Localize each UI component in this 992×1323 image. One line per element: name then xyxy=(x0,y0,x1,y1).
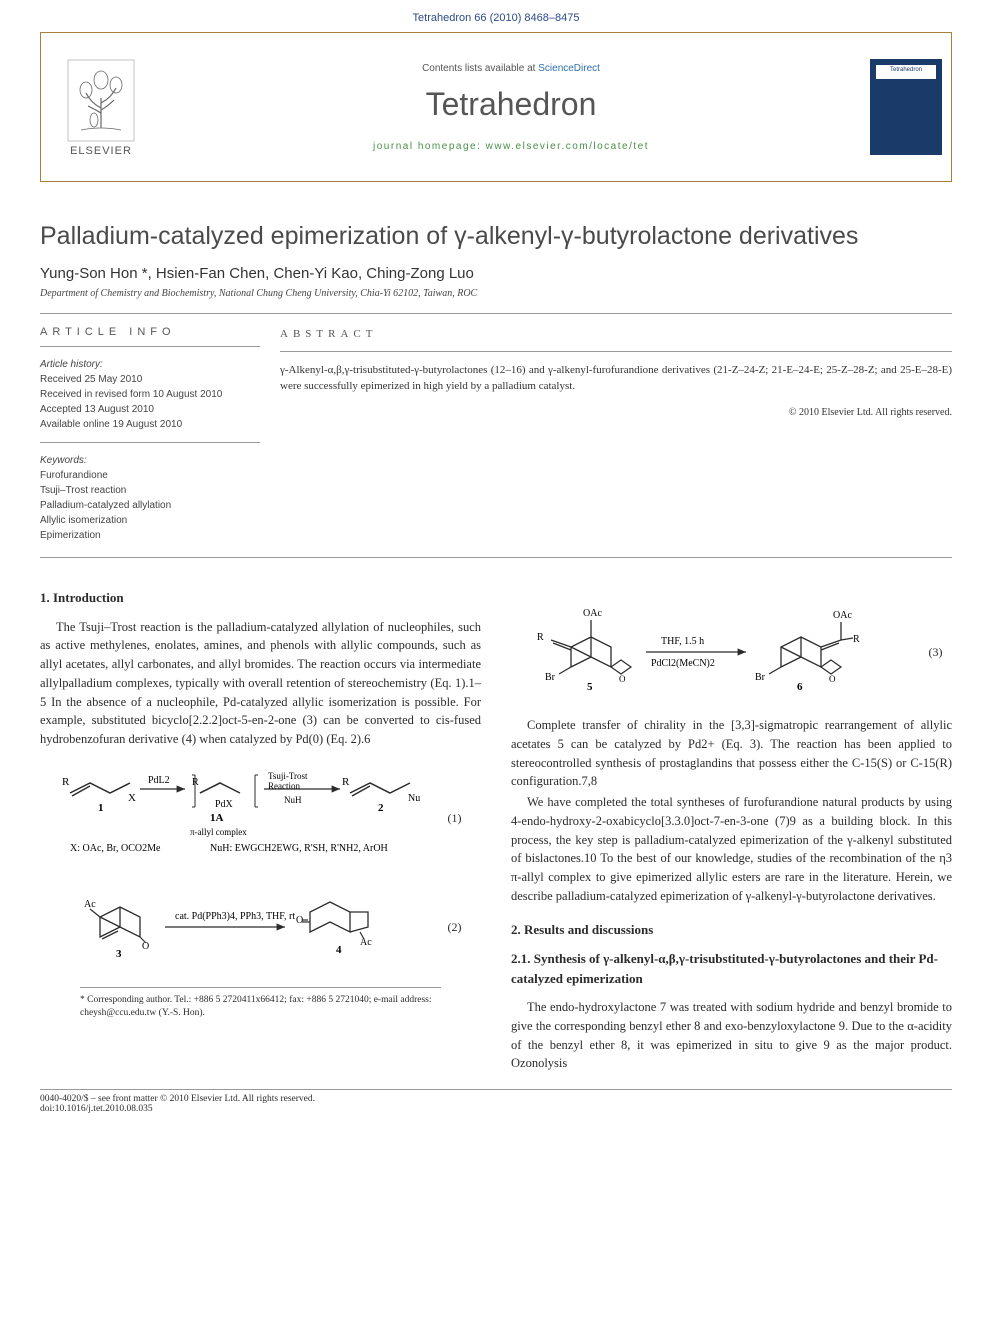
label-Ac: Ac xyxy=(84,899,96,910)
label-6: 6 xyxy=(797,681,803,693)
cover-title: Tetrahedron xyxy=(870,67,942,73)
date-revised: Received in revised form 10 August 2010 xyxy=(40,387,260,402)
svg-text:NuH: NuH xyxy=(284,795,302,805)
svg-text:PdX: PdX xyxy=(215,799,234,810)
date-received: Received 25 May 2010 xyxy=(40,372,260,387)
label-R: R xyxy=(537,632,544,643)
svg-text:R: R xyxy=(192,777,199,788)
label-OAc: OAc xyxy=(583,608,602,619)
col2-para1: Complete transfer of chirality in the [3… xyxy=(511,716,952,791)
label-cond-bot: PdCl2(MeCN)2 xyxy=(651,658,715,669)
issn-text: 0040-4020/$ – see front matter © 2010 El… xyxy=(40,1094,952,1104)
homepage-url[interactable]: www.elsevier.com/locate/tet xyxy=(486,141,649,152)
label-R: R xyxy=(62,776,70,788)
keyword: Furofurandione xyxy=(40,468,260,483)
svg-text:Reaction: Reaction xyxy=(268,781,300,791)
paper-title: Palladium-catalyzed epimerization of γ-a… xyxy=(40,222,952,251)
column-left: 1. Introduction The Tsuji–Trost reaction… xyxy=(40,588,481,1075)
footer-issn: 0040-4020/$ – see front matter © 2010 El… xyxy=(40,1089,952,1114)
journal-header: ELSEVIER Contents lists available at Sci… xyxy=(40,32,952,182)
date-accepted: Accepted 13 August 2010 xyxy=(40,402,260,417)
eq2-number: (2) xyxy=(448,918,462,936)
article-info: ARTICLE INFO Article history: Received 2… xyxy=(40,314,280,543)
label-NuH: NuH: EWGCH2EWG, R'SH, R'NH2, ArOH xyxy=(210,843,388,854)
label-2: 2 xyxy=(378,802,384,814)
label-1: 1 xyxy=(98,802,104,814)
top-citation: Tetrahedron 66 (2010) 8468–8475 xyxy=(0,0,992,32)
keyword: Palladium-catalyzed allylation xyxy=(40,498,260,513)
sciencedirect-link[interactable]: ScienceDirect xyxy=(538,63,600,74)
keywords-label: Keywords: xyxy=(40,453,260,468)
scheme-eq1: R X 1 PdL2 R PdX 1A π-allyl complex Tsuj… xyxy=(40,763,481,873)
col2-para2: We have completed the total syntheses of… xyxy=(511,793,952,906)
section-results-heading: 2. Results and discussions xyxy=(511,920,952,940)
svg-text:X: X xyxy=(128,792,136,804)
svg-text:Tsuji-Trost: Tsuji-Trost xyxy=(268,771,308,781)
history-label: Article history: xyxy=(40,357,260,372)
label-4: 4 xyxy=(336,944,342,956)
eq3-svg: OAc R Br O 5 THF, 1.5 h PdCl2(MeCN)2 xyxy=(521,602,921,702)
abstract-copyright: © 2010 Elsevier Ltd. All rights reserved… xyxy=(280,405,952,420)
svg-text:O: O xyxy=(619,674,626,684)
keyword: Epimerization xyxy=(40,528,260,543)
elsevier-tree-icon xyxy=(66,58,136,143)
homepage-line: journal homepage: www.elsevier.com/locat… xyxy=(373,141,649,152)
keyword: Allylic isomerization xyxy=(40,513,260,528)
svg-text:OAc: OAc xyxy=(833,610,852,621)
doi-text: doi:10.1016/j.tet.2010.08.035 xyxy=(40,1104,952,1114)
authors: Yung-Son Hon *, Hsien-Fan Chen, Chen-Yi … xyxy=(40,265,952,282)
body-columns: 1. Introduction The Tsuji–Trost reaction… xyxy=(40,588,952,1075)
journal-cover: Tetrahedron xyxy=(861,33,951,181)
publisher-name: ELSEVIER xyxy=(70,145,132,157)
label-5: 5 xyxy=(587,681,593,693)
svg-text:Ac: Ac xyxy=(360,937,372,948)
scheme-eq3: OAc R Br O 5 THF, 1.5 h PdCl2(MeCN)2 xyxy=(511,602,952,702)
svg-text:O: O xyxy=(829,674,836,684)
info-header: ARTICLE INFO xyxy=(40,326,260,347)
contents-line: Contents lists available at ScienceDirec… xyxy=(422,63,600,74)
keywords-block: Keywords: Furofurandione Tsuji–Trost rea… xyxy=(40,453,260,543)
publisher-logo: ELSEVIER xyxy=(41,33,161,181)
label-1A: 1A xyxy=(210,812,224,824)
journal-name: Tetrahedron xyxy=(426,86,597,123)
label-pdl2: PdL2 xyxy=(148,775,170,786)
label-cond-top: THF, 1.5 h xyxy=(661,636,704,647)
keyword: Tsuji–Trost reaction xyxy=(40,483,260,498)
affiliation: Department of Chemistry and Biochemistry… xyxy=(40,288,952,299)
subsection-21-heading: 2.1. Synthesis of γ-alkenyl-α,β,γ-trisub… xyxy=(511,949,952,988)
label-cond: cat. Pd(PPh3)4, PPh3, THF, rt xyxy=(175,911,295,922)
contents-prefix: Contents lists available at xyxy=(422,63,538,74)
cover-thumbnail: Tetrahedron xyxy=(870,59,942,155)
intro-paragraph: The Tsuji–Trost reaction is the palladiu… xyxy=(40,618,481,749)
svg-text:R: R xyxy=(853,634,860,645)
info-abstract-row: ARTICLE INFO Article history: Received 2… xyxy=(40,314,952,543)
label-Br: Br xyxy=(545,672,556,683)
header-center: Contents lists available at ScienceDirec… xyxy=(161,33,861,181)
homepage-prefix: journal homepage: xyxy=(373,141,486,152)
eq1-svg: R X 1 PdL2 R PdX 1A π-allyl complex Tsuj… xyxy=(60,763,440,873)
svg-text:Br: Br xyxy=(755,672,766,683)
label-Nu: Nu xyxy=(408,793,420,804)
corresponding-author-footnote: * Corresponding author. Tel.: +886 5 272… xyxy=(80,987,441,1021)
abstract: ABSTRACT γ-Alkenyl-α,β,γ-trisubstituted-… xyxy=(280,314,952,543)
eq1-number: (1) xyxy=(448,809,462,827)
sub21-para1: The endo-hydroxylactone 7 was treated wi… xyxy=(511,998,952,1073)
column-right: OAc R Br O 5 THF, 1.5 h PdCl2(MeCN)2 xyxy=(511,588,952,1075)
label-3: 3 xyxy=(116,948,122,960)
section-intro-heading: 1. Introduction xyxy=(40,588,481,608)
abstract-text: γ-Alkenyl-α,β,γ-trisubstituted-γ-butyrol… xyxy=(280,362,952,395)
svg-text:R: R xyxy=(342,776,350,788)
abstract-header: ABSTRACT xyxy=(280,326,952,352)
eq3-number: (3) xyxy=(929,643,943,661)
label-X: X: OAc, Br, OCO2Me xyxy=(70,843,161,854)
eq2-svg: Ac O 3 cat. Pd(PPh3)4, PPh3, THF, rt O A… xyxy=(60,887,440,967)
date-online: Available online 19 August 2010 xyxy=(40,417,260,432)
scheme-eq2: Ac O 3 cat. Pd(PPh3)4, PPh3, THF, rt O A… xyxy=(40,887,481,967)
history-block: Article history: Received 25 May 2010 Re… xyxy=(40,357,260,443)
label-piallyl: π-allyl complex xyxy=(190,827,247,837)
divider xyxy=(40,557,952,558)
